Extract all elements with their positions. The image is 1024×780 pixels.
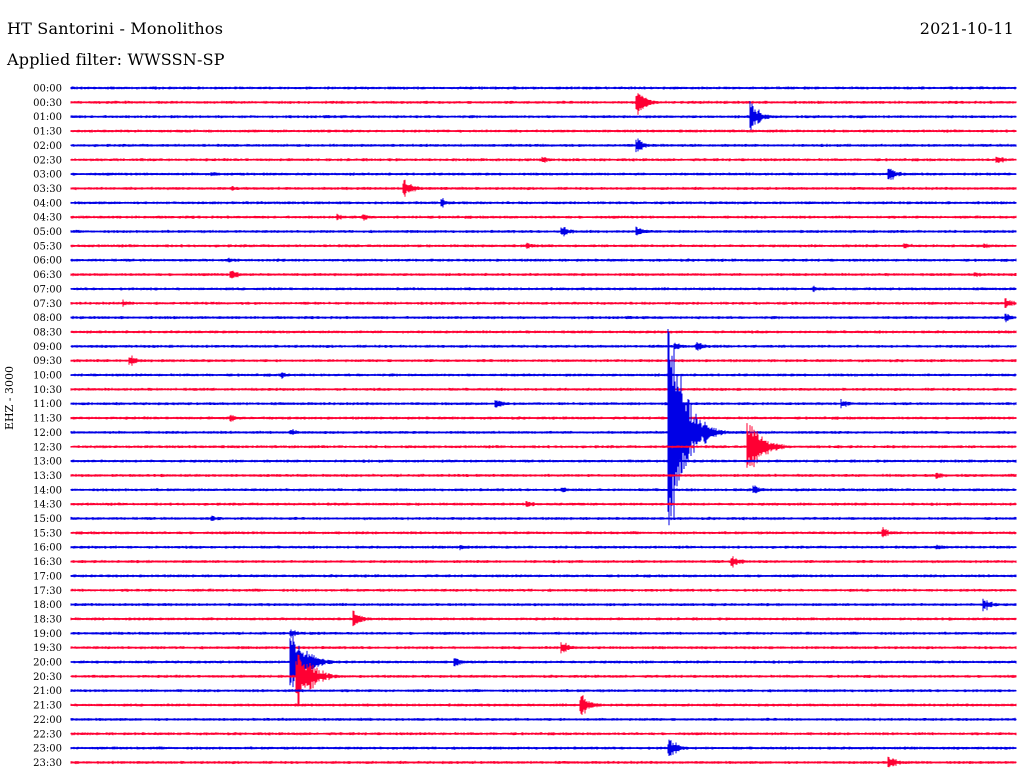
time-label: 20:30 [33, 672, 62, 683]
time-label: 21:30 [33, 701, 62, 712]
time-label: 02:00 [33, 141, 62, 152]
time-label: 05:30 [33, 241, 62, 252]
time-label: 13:30 [33, 471, 62, 482]
time-label: 19:30 [33, 643, 62, 654]
time-label: 10:00 [33, 371, 62, 382]
time-label: 08:00 [33, 313, 62, 324]
time-label: 12:00 [33, 428, 62, 439]
time-label: 09:30 [33, 356, 62, 367]
time-label: 00:30 [33, 98, 62, 109]
station-title: HT Santorini - Monolithos [7, 19, 224, 38]
time-label: 07:30 [33, 299, 62, 310]
time-label: 04:00 [33, 198, 62, 209]
seismic-trace [70, 93, 1017, 115]
time-label: 08:30 [33, 327, 62, 338]
time-label: 18:00 [33, 600, 62, 611]
time-label: 14:00 [33, 485, 62, 496]
time-label: 22:30 [33, 729, 62, 740]
time-label: 12:30 [33, 442, 62, 453]
time-label: 06:00 [33, 256, 62, 267]
time-label: 16:00 [33, 543, 62, 554]
trace-group [70, 86, 1017, 768]
record-date: 2021-10-11 [919, 19, 1014, 38]
time-label: 01:30 [33, 127, 62, 138]
time-label: 07:00 [33, 284, 62, 295]
time-label: 04:30 [33, 213, 62, 224]
time-label-group: 00:00 00:30 01:00 01:30 02:00 02:30 03:00 03:30… [33, 84, 62, 769]
seismic-trace [70, 101, 1017, 131]
time-label: 06:30 [33, 270, 62, 281]
time-label: 19:00 [33, 629, 62, 640]
time-label: 15:30 [33, 528, 62, 539]
time-label: 20:00 [33, 658, 62, 669]
time-label: 03:00 [33, 170, 62, 181]
time-label: 10:30 [33, 385, 62, 396]
time-label: 18:30 [33, 614, 62, 625]
time-label: 13:00 [33, 457, 62, 468]
time-label: 11:00 [33, 399, 62, 410]
time-label: 22:00 [33, 715, 62, 726]
time-label: 11:30 [33, 414, 62, 425]
seismic-trace [70, 632, 1017, 688]
time-label: 23:30 [33, 758, 62, 769]
time-label: 16:30 [33, 557, 62, 568]
time-label: 21:00 [33, 686, 62, 697]
time-label: 05:00 [33, 227, 62, 238]
time-label: 23:00 [33, 744, 62, 755]
time-label: 00:00 [33, 84, 62, 95]
time-label: 17:30 [33, 586, 62, 597]
time-label: 03:30 [33, 184, 62, 195]
time-label: 09:00 [33, 342, 62, 353]
filter-label: Applied filter: WWSSN-SP [7, 50, 225, 69]
time-label: 15:00 [33, 514, 62, 525]
seismic-trace [70, 329, 1017, 526]
time-label: 01:00 [33, 112, 62, 123]
time-label: 14:30 [33, 500, 62, 511]
time-label: 02:30 [33, 155, 62, 166]
time-label: 17:00 [33, 571, 62, 582]
